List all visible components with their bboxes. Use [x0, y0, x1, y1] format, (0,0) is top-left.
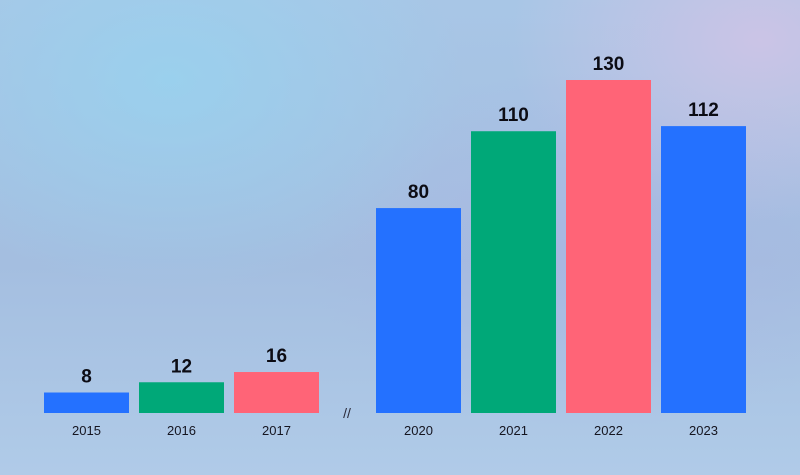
- value-label-2022: 130: [593, 54, 625, 75]
- bar-2020: [376, 208, 461, 413]
- x-tick-label-2020: 2020: [404, 423, 433, 438]
- x-tick-label-2015: 2015: [72, 423, 101, 438]
- x-tick-label-2022: 2022: [594, 423, 623, 438]
- value-label-2020: 80: [408, 182, 429, 203]
- value-label-2023: 112: [688, 100, 719, 121]
- value-label-2021: 110: [498, 105, 529, 126]
- value-label-2015: 8: [81, 367, 92, 388]
- x-tick-label-2021: 2021: [499, 423, 528, 438]
- value-label-2017: 16: [266, 346, 287, 367]
- bar-2021: [471, 131, 556, 413]
- x-tick-labels-group: 2015 2016 2017 2020 2021 2022 2023: [72, 423, 718, 438]
- x-tick-label-2016: 2016: [167, 423, 196, 438]
- axis-break-mark: //: [343, 405, 351, 421]
- bar-2017: [234, 372, 319, 413]
- bars-group: [44, 80, 746, 413]
- bar-2022: [566, 80, 651, 413]
- x-tick-label-2017: 2017: [262, 423, 291, 438]
- value-labels-group: 8 12 16 80 110 130 112: [81, 54, 719, 388]
- bar-2023: [661, 126, 746, 413]
- bar-2015: [44, 392, 129, 413]
- x-tick-label-2023: 2023: [689, 423, 718, 438]
- value-label-2016: 12: [171, 356, 192, 377]
- bar-2016: [139, 382, 224, 413]
